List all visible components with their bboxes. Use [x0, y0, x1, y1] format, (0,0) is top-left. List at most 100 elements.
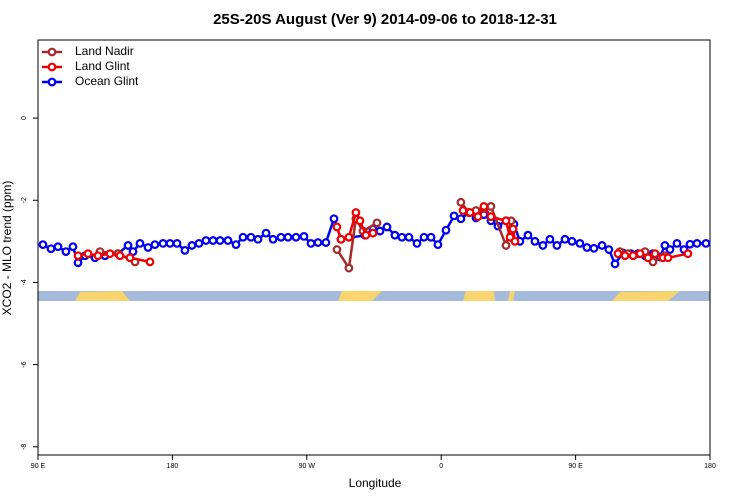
data-point: [665, 245, 675, 254]
data-point: [261, 228, 271, 238]
data-point: [329, 214, 339, 224]
data-point: [465, 208, 475, 217]
plot-frame: [37, 39, 711, 456]
data-point: [610, 259, 620, 269]
land-patch: [338, 291, 382, 301]
series-line: [99, 201, 666, 272]
data-point: [268, 234, 278, 244]
data-point: [46, 244, 56, 254]
data-point: [501, 216, 511, 226]
y-tick-label: -4: [21, 279, 28, 285]
land-patch: [463, 291, 495, 301]
data-point: [150, 240, 160, 250]
y-axis-label: XCO2 - MLO trend (ppm): [0, 181, 14, 316]
data-point: [486, 202, 496, 211]
data-point: [93, 251, 103, 261]
data-point: [187, 241, 197, 250]
data-point: [589, 243, 599, 253]
data-point: [201, 236, 211, 245]
data-point: [351, 208, 361, 217]
data-point: [194, 238, 204, 248]
data-point: [172, 238, 182, 248]
data-point: [523, 230, 533, 240]
data-point: [73, 258, 83, 268]
data-point: [215, 236, 225, 245]
data-point: [61, 247, 71, 257]
data-point: [449, 211, 459, 221]
data-point: [510, 236, 520, 246]
x-tick-label: 90 E: [31, 463, 46, 470]
data-point: [165, 238, 175, 248]
data-point: [538, 241, 548, 250]
data-point: [115, 251, 125, 261]
data-point: [125, 253, 135, 263]
legend-label: Land Glint: [75, 59, 130, 73]
legend-label: Land Nadir: [75, 44, 134, 58]
data-point: [620, 251, 630, 261]
data-point: [575, 238, 585, 248]
legend-marker: [47, 47, 57, 57]
data-point: [692, 238, 702, 248]
data-point: [68, 242, 78, 252]
x-tick-label: 0: [439, 463, 443, 470]
data-point: [635, 249, 645, 259]
data-point: [613, 249, 623, 259]
data-point: [545, 234, 555, 244]
data-point: [643, 253, 653, 263]
data-point: [321, 238, 331, 247]
data-point: [552, 241, 562, 250]
land-patch: [508, 291, 515, 301]
data-point: [501, 241, 511, 250]
legend-marker: [47, 62, 57, 72]
y-tick-label: 0: [21, 116, 28, 120]
x-tick-label: 180: [704, 463, 716, 470]
data-point: [143, 243, 153, 252]
data-point: [604, 245, 614, 254]
y-tick-label: -2: [21, 197, 28, 203]
data-point: [158, 238, 168, 248]
series: [38, 208, 711, 269]
data-point: [479, 202, 489, 211]
series: [73, 202, 693, 267]
data-point: [701, 238, 711, 248]
data-point: [53, 242, 63, 252]
land-patch: [612, 291, 680, 301]
data-point: [458, 206, 468, 215]
data-point: [180, 245, 190, 255]
data-point: [390, 230, 400, 240]
data-point: [306, 238, 316, 248]
data-point: [530, 236, 540, 246]
x-axis-label: Longitude: [349, 476, 402, 490]
data-point: [412, 238, 422, 248]
chart-title: 25S-20S August (Ver 9) 2014-09-06 to 201…: [213, 11, 557, 28]
data-point: [238, 232, 248, 242]
data-point: [486, 212, 496, 222]
data-point: [361, 230, 371, 240]
data-point: [508, 224, 518, 234]
data-point: [208, 236, 218, 245]
data-point: [441, 225, 451, 235]
data-point: [83, 249, 93, 259]
data-point: [231, 240, 241, 250]
x-tick-label: 90 E: [568, 463, 583, 470]
data-point: [368, 228, 378, 238]
x-tick-label: 90 W: [299, 463, 316, 470]
data-point: [123, 241, 133, 250]
data-point: [582, 243, 592, 252]
data-point: [145, 257, 155, 267]
data-point: [73, 251, 83, 261]
data-point: [663, 253, 673, 263]
data-point: [419, 232, 429, 242]
data-point: [404, 232, 414, 242]
data-point: [355, 216, 365, 226]
data-point: [283, 232, 293, 242]
data-point: [567, 236, 577, 246]
data-point: [628, 251, 638, 261]
data-point: [650, 249, 660, 259]
data-point: [276, 232, 286, 242]
data-point: [473, 212, 483, 222]
data-point: [299, 232, 309, 241]
y-tick-label: -8: [21, 444, 28, 450]
data-point: [135, 238, 145, 248]
